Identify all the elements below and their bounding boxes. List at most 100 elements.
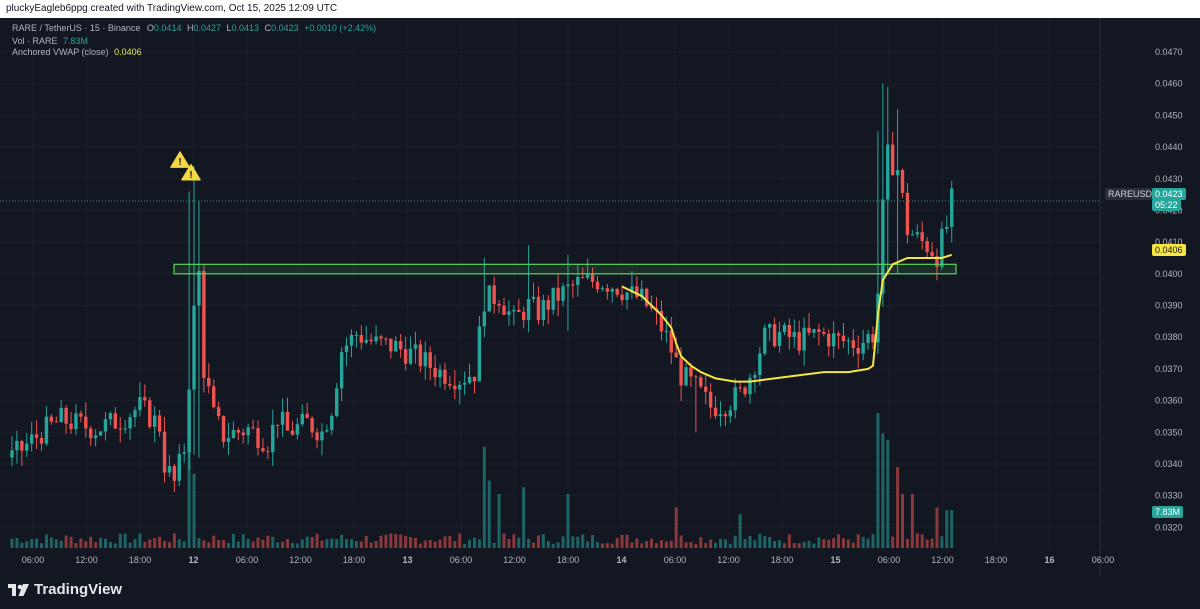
volume-bar <box>600 543 604 548</box>
y-tick-label: 0.0380 <box>1155 332 1183 342</box>
volume-bar <box>645 540 649 548</box>
candle-body <box>354 334 359 336</box>
vwap-price-badge: 0.0406 <box>1152 244 1186 256</box>
volume-bar <box>399 534 403 548</box>
volume-bar <box>409 537 413 548</box>
candle-body <box>895 170 900 176</box>
volume-bar <box>310 536 314 548</box>
candle-body <box>635 286 639 298</box>
volume-bar <box>768 537 772 548</box>
candle-body <box>787 324 792 337</box>
legend-vwap[interactable]: Anchored VWAP (close) 0.0406 <box>12 47 142 57</box>
candle-body <box>462 382 467 385</box>
volume-bar <box>10 538 14 548</box>
candle-body <box>925 241 929 253</box>
candle-body <box>669 330 673 353</box>
candle-body <box>374 336 378 342</box>
candle-body <box>413 344 418 349</box>
volume-bar <box>438 539 442 548</box>
volume-bar <box>694 543 698 548</box>
volume-bar <box>281 541 285 548</box>
volume-bar <box>876 413 880 548</box>
volume-bar <box>901 494 905 548</box>
y-tick-label: 0.0340 <box>1155 459 1183 469</box>
volume-bar <box>453 541 457 548</box>
candle-body <box>290 430 295 435</box>
candle-body <box>551 287 555 310</box>
volume-bar <box>797 543 801 548</box>
volume-bar <box>94 542 98 548</box>
tradingview-logo[interactable]: TradingView <box>8 581 122 598</box>
volume-bar <box>738 514 742 548</box>
legend-volume[interactable]: Vol · RARE 7.83M <box>12 36 88 46</box>
candle-body <box>640 288 644 298</box>
candle-body <box>315 432 319 441</box>
y-tick-label: 0.0400 <box>1155 269 1183 279</box>
volume-bar <box>522 487 526 548</box>
symbol-tag-badge: RAREUSDT <box>1105 188 1161 200</box>
candle-body <box>49 416 54 422</box>
candle-body <box>644 288 649 306</box>
volume-bar <box>837 534 841 548</box>
x-tick-label: 06:00 <box>22 555 45 565</box>
volume-bar <box>905 538 909 548</box>
volume-bar <box>561 536 565 548</box>
volume-bar <box>915 533 919 548</box>
y-tick-label: 0.0360 <box>1155 396 1183 406</box>
candle-body <box>935 256 939 267</box>
tradingview-logo-icon <box>8 584 29 597</box>
candle-body <box>807 327 811 333</box>
candle-body <box>113 413 118 429</box>
volume-bar <box>581 534 585 548</box>
candle-body <box>123 428 127 430</box>
volume-bar <box>404 535 408 548</box>
volume-bar <box>487 480 491 548</box>
candle-body <box>275 424 280 426</box>
volume-bar <box>802 541 806 548</box>
volume-bar <box>89 536 93 548</box>
x-tick-label: 12:00 <box>503 555 526 565</box>
candle-body <box>733 387 737 411</box>
header-bar: pluckyEagleb6ppg created with TradingVie… <box>0 0 1200 18</box>
volume-bar <box>197 538 201 548</box>
candle-body <box>871 334 875 343</box>
volume-bar <box>158 536 162 548</box>
volume-bar <box>286 539 290 548</box>
candle-body <box>748 377 752 395</box>
candle-body <box>25 443 29 451</box>
candle-body <box>763 327 767 354</box>
price-chart[interactable]: 0.04700.04600.04500.04400.04300.04200.04… <box>0 18 1200 576</box>
volume-bar <box>271 536 275 548</box>
volume-bar <box>113 543 117 548</box>
volume-bar <box>305 536 309 548</box>
candle-body <box>167 466 172 473</box>
volume-bar <box>546 541 550 548</box>
volume-bar <box>354 541 358 548</box>
candle-body <box>39 437 44 444</box>
candle-body <box>467 376 472 383</box>
candle-body <box>216 407 221 417</box>
candle-body <box>172 466 177 481</box>
volume-bar <box>54 539 58 548</box>
candle-body <box>15 440 19 451</box>
candle-body <box>325 429 329 432</box>
warning-icon <box>170 151 190 168</box>
legend-vwap-value: 0.0406 <box>114 47 142 57</box>
volume-bar <box>871 534 875 548</box>
candle-body <box>910 234 915 236</box>
volume-bar <box>315 533 319 548</box>
x-tick-label: 06:00 <box>664 555 687 565</box>
chart-area[interactable]: 0.04700.04600.04500.04400.04300.04200.04… <box>0 18 1200 576</box>
volume-bar <box>79 538 83 548</box>
volume-bar <box>261 539 265 548</box>
volume-bar <box>792 543 796 548</box>
candle-body <box>526 298 531 321</box>
candle-body <box>226 438 231 442</box>
candle-body <box>517 309 521 312</box>
candle-body <box>295 424 300 435</box>
candle-body <box>285 411 290 431</box>
y-tick-label: 0.0450 <box>1155 110 1183 120</box>
candle-body <box>10 450 14 458</box>
volume-bar <box>832 538 836 548</box>
legend-symbol[interactable]: RARE / TetherUS · 15 · Binance <box>12 23 141 33</box>
